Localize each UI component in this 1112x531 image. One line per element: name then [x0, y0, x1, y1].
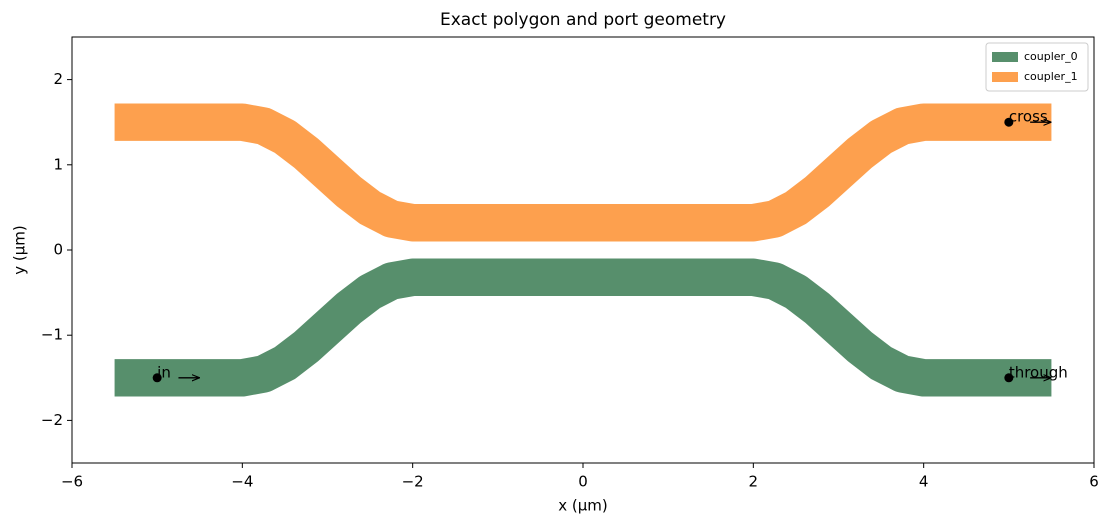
x-tick-label: 2 [749, 473, 759, 491]
chart-title: Exact polygon and port geometry [440, 10, 726, 30]
legend-swatch [992, 72, 1018, 82]
legend-swatch [992, 52, 1018, 62]
x-tick-label: −6 [61, 473, 83, 491]
x-axis-label: x (µm) [558, 497, 608, 515]
y-axis-label: y (µm) [11, 225, 29, 275]
port-marker [1004, 117, 1014, 127]
y-tick-label: 0 [53, 241, 63, 259]
x-tick-label: 4 [919, 473, 929, 491]
port-marker [1004, 373, 1014, 383]
x-tick-label: −2 [402, 473, 424, 491]
x-tick-label: −4 [231, 473, 253, 491]
port-marker [152, 373, 162, 383]
y-tick-label: 2 [53, 70, 63, 88]
y-tick-label: −1 [41, 326, 63, 344]
legend-label: coupler_0 [1024, 50, 1078, 63]
port-label: cross [1009, 108, 1048, 126]
waveguide-polygon [114, 103, 1052, 242]
legend-label: coupler_1 [1024, 70, 1078, 83]
y-tick-label: −2 [41, 411, 63, 429]
port-label: through [1009, 363, 1068, 381]
waveguide-polygon [114, 258, 1052, 397]
y-tick-label: 1 [53, 155, 63, 173]
x-tick-label: 0 [578, 473, 588, 491]
legend: coupler_0 coupler_1 [985, 42, 1089, 92]
plot-frame [71, 36, 1095, 464]
x-tick-label: 6 [1089, 473, 1099, 491]
port-label: in [157, 363, 171, 381]
